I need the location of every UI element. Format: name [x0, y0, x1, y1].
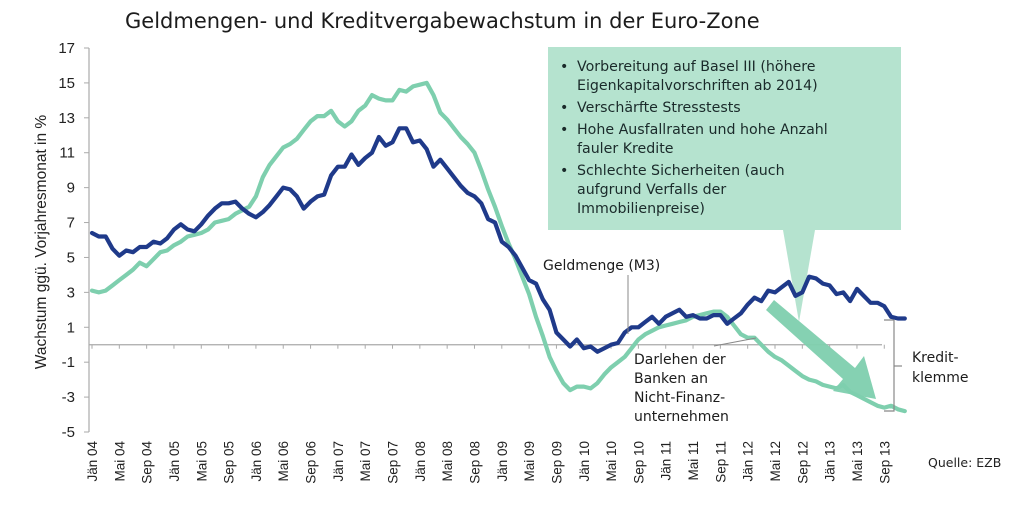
- loans-label-line: Darlehen der: [634, 352, 726, 368]
- x-tick-label: Sep 08: [467, 441, 482, 484]
- x-tick-label: Jän 06: [249, 441, 264, 482]
- series-line-loans: [89, 80, 907, 414]
- callout-text: • Vorbereitung auf Basel III (höhere Eigen…: [560, 59, 828, 217]
- callout-bullet-text: aufgrund Verfalls der: [577, 182, 726, 198]
- callout-bullet-icon: •: [560, 59, 568, 75]
- callout-bullet-icon: •: [560, 122, 568, 138]
- y-tick-label: 9: [67, 180, 75, 197]
- callout-bullet-icon: •: [560, 163, 568, 179]
- x-tick-label: Mai 08: [440, 441, 455, 482]
- x-tick-label: Mai 05: [194, 441, 209, 482]
- x-axis: Jän 04 Mai 04 Sep 04 Jän 05 Mai 05 Sep 05 Jän …: [85, 344, 892, 484]
- callout-bullet-text: Eigenkapitalvorschriften ab 2014): [577, 78, 818, 94]
- x-tick-label: Sep 07: [386, 441, 401, 484]
- x-tick-label: Mai 12: [768, 441, 783, 482]
- y-tick-label: 1: [67, 319, 75, 336]
- x-tick-label: Sep 05: [222, 441, 237, 484]
- x-tick-label: Mai 06: [276, 441, 291, 482]
- x-tick-label: Sep 06: [304, 441, 319, 484]
- series-line-m3: [89, 126, 907, 354]
- loans-label-line: unternehmen: [634, 409, 729, 425]
- trend-arrow-shape: [766, 300, 876, 399]
- y-tick-label: 5: [67, 249, 75, 266]
- x-tick-label: Jän 11: [659, 441, 674, 481]
- y-tick-label: 7: [67, 215, 75, 232]
- credit-crunch-label-line: Kredit-: [912, 350, 959, 366]
- x-tick-label: Jän 04: [85, 441, 100, 482]
- loans-label: Darlehen der Banken an Nicht-Finanz-untern…: [634, 352, 729, 425]
- credit-crunch-label: Kredit-klemme: [912, 350, 969, 386]
- x-tick-label: Sep 10: [631, 441, 646, 484]
- x-tick-label: Jän 09: [495, 441, 510, 482]
- y-tick-label: 17: [58, 40, 75, 57]
- callout-bullet-text: Immobilienpreise): [577, 201, 705, 217]
- callout-bullet-text: fauler Kredite: [577, 141, 674, 157]
- y-tick-label: 13: [58, 110, 75, 127]
- y-axis: 17 15 13 11 9 7 5 3 1 -1 -3 -5: [58, 40, 90, 441]
- credit-crunch-bracket: [884, 319, 902, 412]
- x-tick-label: Jän 12: [741, 441, 756, 482]
- m3-label: Geldmenge (M3): [543, 258, 660, 274]
- x-tick-label: Jän 05: [167, 441, 182, 482]
- series-lines: [89, 80, 907, 414]
- loans-label-line: Nicht-Finanz-: [634, 390, 725, 406]
- x-tick-label: Sep 11: [713, 441, 728, 483]
- y-tick-label: -3: [62, 389, 75, 406]
- y-tick-label: 15: [58, 75, 75, 92]
- x-tick-label: Sep 09: [549, 441, 564, 484]
- x-tick-label: Jän 13: [823, 441, 838, 482]
- callout-pointer: [783, 230, 815, 322]
- x-tick-label: Mai 11: [686, 441, 701, 481]
- x-tick-label: Sep 13: [877, 441, 892, 484]
- y-tick-label: 3: [67, 284, 75, 301]
- x-tick-label: Mai 13: [850, 441, 865, 482]
- trend-arrow: [766, 300, 876, 399]
- credit-crunch-label-line: klemme: [912, 370, 969, 386]
- x-tick-label: Mai 09: [522, 441, 537, 482]
- x-tick-label: Jän 07: [331, 441, 346, 482]
- y-tick-label: -5: [62, 424, 75, 441]
- callout-bullet-text: Hohe Ausfallraten und hohe Anzahl: [577, 122, 828, 138]
- callout-box: • Vorbereitung auf Basel III (höhere Eigen…: [548, 47, 901, 322]
- callout-bullet-text: Schlechte Sicherheiten (auch: [577, 163, 785, 179]
- y-axis-label: Wachstum ggü. Vorjahresmonat in %: [33, 115, 50, 370]
- x-tick-label: Sep 12: [795, 441, 810, 484]
- x-tick-label: Mai 07: [358, 441, 373, 482]
- callout-bullet-icon: •: [560, 100, 568, 116]
- x-tick-label: Sep 04: [140, 441, 155, 484]
- x-tick-label: Jän 10: [577, 441, 592, 482]
- callout-background: [548, 47, 901, 230]
- loans-leader-line: [713, 337, 757, 347]
- loans-label-line: Banken an: [634, 371, 708, 387]
- callout-bullet-text: Vorbereitung auf Basel III (höhere: [577, 59, 816, 75]
- source-label: Quelle: EZB: [928, 455, 1001, 470]
- x-tick-label: Mai 10: [604, 441, 619, 482]
- x-tick-label: Jän 08: [413, 441, 428, 482]
- y-tick-label: 11: [59, 145, 75, 162]
- x-tick-label: Mai 04: [112, 441, 127, 482]
- callout-bullet-text: Verschärfte Stresstests: [577, 100, 741, 116]
- chart-title: Geldmengen- und Kreditvergabewachstum in…: [125, 9, 760, 33]
- y-tick-label: -1: [62, 354, 75, 371]
